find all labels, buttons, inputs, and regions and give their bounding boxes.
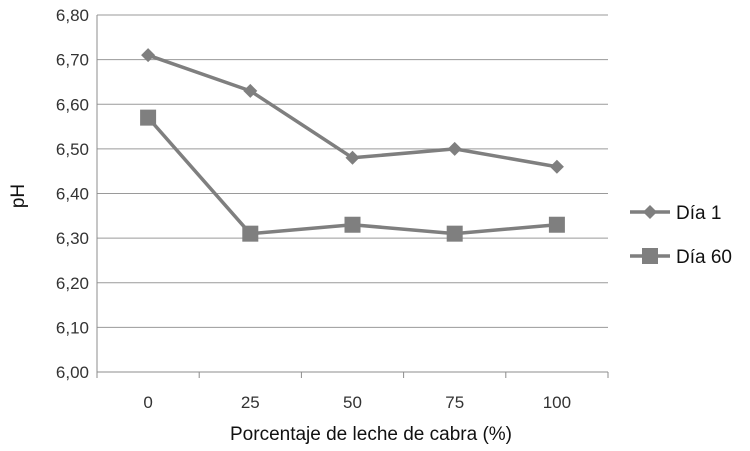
series-lines — [140, 48, 565, 242]
legend-item: Día 60 — [630, 247, 732, 268]
x-tick-label: 100 — [543, 393, 571, 412]
axes — [96, 15, 609, 378]
y-axis-title: pH — [8, 184, 29, 208]
y-tick-labels: 6,00 6,10 6,20 6,30 6,40 6,50 6,60 6,70 6,80 — [56, 6, 89, 382]
diamond-marker — [243, 83, 258, 98]
legend-item: Día 1 — [630, 203, 721, 224]
gridlines — [97, 14, 608, 328]
x-tick-label: 25 — [241, 393, 260, 412]
y-tick-label: 6,00 — [56, 363, 89, 382]
y-tick-label: 6,70 — [56, 51, 89, 70]
y-tick-label: 6,40 — [56, 185, 89, 204]
x-axis-title: Porcentaje de leche de cabra (%) — [230, 424, 512, 445]
square-marker — [446, 225, 463, 242]
y-tick-label: 6,10 — [56, 318, 89, 337]
square-marker — [140, 109, 157, 126]
x-tick-label: 50 — [343, 393, 362, 412]
y-tick-label: 6,20 — [56, 274, 89, 293]
square-marker — [242, 225, 259, 242]
y-tick-label: 6,30 — [56, 229, 89, 248]
square-marker — [642, 248, 658, 264]
series-line — [147, 53, 558, 169]
square-marker — [344, 216, 361, 233]
y-tick-label: 6,80 — [56, 6, 89, 25]
diamond-marker — [549, 159, 564, 174]
y-tick-label: 6,50 — [56, 140, 89, 159]
diamond-marker — [345, 150, 360, 165]
x-tick-label: 75 — [445, 393, 464, 412]
series-line — [146, 116, 558, 236]
legend-label: Día 60 — [676, 247, 732, 268]
diamond-marker — [643, 205, 657, 219]
diamond-marker — [447, 141, 462, 156]
legend-label: Día 1 — [676, 203, 721, 224]
series-2 — [140, 109, 565, 242]
x-tick-label: 0 — [143, 393, 152, 412]
series-1 — [141, 48, 564, 174]
x-tick-labels: 0 25 50 75 100 — [143, 393, 571, 412]
y-tick-label: 6,60 — [56, 95, 89, 114]
diamond-marker — [141, 48, 156, 63]
legend: Día 1 Día 60 — [630, 203, 732, 268]
square-marker — [548, 216, 565, 233]
